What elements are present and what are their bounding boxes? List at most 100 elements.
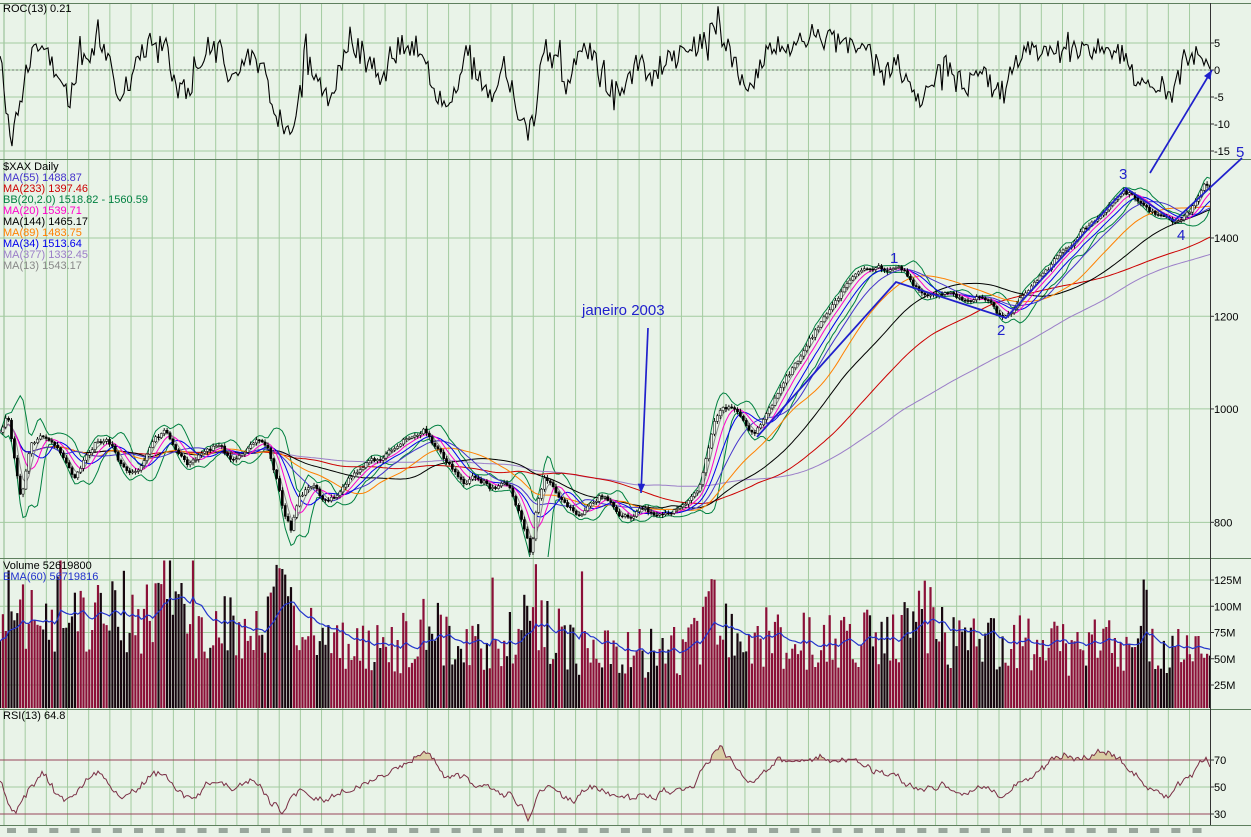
axis-tick-label: 25M: [1214, 680, 1235, 692]
clipped-date-label: [536, 828, 546, 833]
annotation-arrow: [1149, 69, 1213, 174]
wave-label-4: 4: [1177, 227, 1186, 244]
clipped-date-label: [366, 828, 376, 833]
legend-item-9: MA(13) 1543.17: [3, 260, 82, 272]
clipped-date-label: [832, 828, 842, 833]
rsi-line: [0, 744, 1210, 823]
legend-item-7: MA(34) 1513.64: [3, 238, 82, 250]
wave-label-2: 2: [997, 322, 1006, 339]
clipped-date-label: [747, 828, 757, 833]
clipped-date-label: [1065, 828, 1075, 833]
clipped-date-label: [1150, 828, 1160, 833]
clipped-date-label: [1107, 828, 1117, 833]
arrowhead-icon: [1204, 70, 1212, 80]
axis-tick-label: 1400: [1214, 233, 1238, 245]
elliott-wave-trendline: [756, 157, 1243, 438]
legend-item-3: BB(20,2.0) 1518.82 - 1560.59: [3, 194, 148, 206]
legend-item-6: MA(89) 1483.75: [3, 227, 82, 239]
legend-item-8: MA(377) 1332.45: [3, 249, 88, 261]
clipped-date-label: [345, 828, 355, 833]
clipped-date-label: [684, 828, 694, 833]
wave-label-1: 1: [890, 250, 899, 267]
axis-tick-label: 800: [1214, 517, 1232, 529]
clipped-date-label: [578, 828, 588, 833]
clipped-date-label: [239, 828, 249, 833]
clipped-date-label: [430, 828, 440, 833]
clipped-date-label: [874, 828, 884, 833]
clipped-date-label: [515, 828, 525, 833]
clipped-date-label: [705, 828, 715, 833]
axis-tick-label: 100M: [1214, 601, 1242, 613]
axis-tick-label: -15: [1214, 146, 1230, 158]
clipped-date-label: [1023, 828, 1033, 833]
clipped-date-label: [197, 828, 207, 833]
clipped-date-label: [303, 828, 313, 833]
clipped-date-label: [853, 828, 863, 833]
annotation-janeiro-2003: janeiro 2003: [582, 302, 665, 319]
clipped-date-label: [811, 828, 821, 833]
clipped-date-label: [1044, 828, 1054, 833]
legend-item-1: MA(55) 1488.87: [3, 172, 82, 184]
axis-tick-label: 125M: [1214, 575, 1242, 587]
clipped-date-label: [176, 828, 186, 833]
axis-tick-label: -5: [1214, 92, 1224, 104]
clipped-date-label: [642, 828, 652, 833]
roc-line: [0, 6, 1210, 147]
clipped-date-label: [599, 828, 609, 833]
clipped-date-label: [1171, 828, 1181, 833]
clipped-date-label: [726, 828, 736, 833]
clipped-date-label: [557, 828, 567, 833]
wave-label-3: 3: [1119, 166, 1128, 183]
clipped-date-label: [28, 828, 38, 833]
axis-tick-label: 0: [1214, 65, 1220, 77]
clipped-date-label: [134, 828, 144, 833]
clipped-date-label: [1086, 828, 1096, 833]
clipped-date-label: [49, 828, 59, 833]
clipped-date-label: [451, 828, 461, 833]
clipped-date-label: [663, 828, 673, 833]
clipped-date-label: [409, 828, 419, 833]
legend-item-2: MA(233) 1397.46: [3, 183, 88, 195]
volume-ema-label: EMA(60) 56719816: [3, 571, 99, 583]
clipped-date-label: [388, 828, 398, 833]
clipped-date-label: [282, 828, 292, 833]
overlay-line: [0, 201, 1210, 515]
clipped-date-label: [620, 828, 630, 833]
candlesticks: [1, 181, 1210, 556]
axis-tick-label: 50M: [1214, 654, 1235, 666]
overlay-line: [0, 198, 1210, 557]
axis-tick-label: -10: [1214, 119, 1230, 131]
clipped-date-label: [896, 828, 906, 833]
clipped-date-label: [472, 828, 482, 833]
volume-legend-label: Volume 52619800: [3, 560, 92, 572]
volume-bars: [0, 560, 1210, 708]
axis-tick-label: 1000: [1214, 404, 1238, 416]
roc-legend-label: ROC(13) 0.21: [3, 3, 72, 15]
clipped-date-label: [112, 828, 122, 833]
axis-tick-label: 5: [1214, 38, 1220, 50]
legend-item-5: MA(144) 1465.17: [3, 216, 88, 228]
axis-tick-label: 1200: [1214, 311, 1238, 323]
clipped-date-label: [261, 828, 271, 833]
clipped-date-label: [1129, 828, 1139, 833]
clipped-date-label: [790, 828, 800, 833]
clipped-date-label: [1001, 828, 1011, 833]
annotation-arrow: [640, 327, 649, 494]
axis-tick-label: 75M: [1214, 628, 1235, 640]
clipped-date-label: [980, 828, 990, 833]
wave-label-5: 5: [1236, 144, 1245, 161]
axis-tick-label: 30: [1214, 809, 1226, 821]
clipped-date-label: [324, 828, 334, 833]
clipped-date-label: [959, 828, 969, 833]
clipped-date-label: [769, 828, 779, 833]
clipped-date-label: [938, 828, 948, 833]
axis-tick-label: 50: [1214, 782, 1226, 794]
clipped-date-label: [7, 828, 16, 833]
clipped-date-label: [218, 828, 228, 833]
arrowhead-icon: [637, 483, 646, 493]
clipped-date-label: [1192, 828, 1202, 833]
legend-item-4: MA(20) 1539.71: [3, 205, 82, 217]
